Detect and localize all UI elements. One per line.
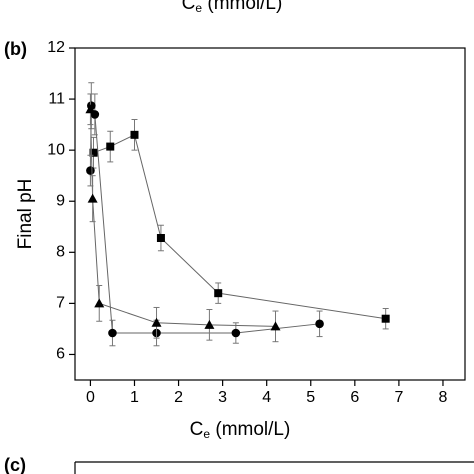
x-tick-label: 0: [86, 389, 95, 406]
point: [87, 193, 98, 203]
label-sub: e: [203, 427, 210, 441]
cropped-x-label: Ce (mmol/L): [182, 0, 283, 15]
label-sub: e: [195, 1, 202, 15]
plot-frame: [74, 47, 466, 381]
point: [108, 328, 117, 338]
y-tick-label: 12: [47, 39, 65, 56]
y-axis-label: Final pH: [15, 179, 36, 250]
point: [156, 234, 165, 243]
point: [204, 319, 215, 329]
x-tick-label: 8: [439, 389, 448, 406]
point: [231, 328, 241, 338]
point: [86, 166, 95, 175]
series-line: [89, 109, 276, 327]
point: [85, 104, 96, 114]
series-line: [93, 134, 386, 320]
label-part: (mmol/L): [202, 0, 282, 14]
x-tick-label: 1: [130, 389, 139, 406]
x-tick-label: 3: [218, 389, 227, 406]
point: [270, 321, 281, 331]
label-part: C: [182, 0, 196, 14]
point: [315, 319, 324, 329]
point: [151, 317, 162, 327]
point: [94, 298, 105, 308]
x-tick-label: 5: [306, 389, 315, 406]
y-tick-label: 11: [48, 90, 65, 107]
point: [381, 314, 390, 323]
x-tick-label: 6: [350, 389, 359, 406]
x-tick-label: 4: [262, 389, 271, 406]
label-part: C: [190, 419, 204, 440]
point: [130, 130, 139, 139]
point: [89, 148, 98, 157]
panel-label: (c): [4, 455, 26, 474]
panel-label: (b): [4, 39, 27, 59]
point: [214, 289, 223, 298]
y-tick-label: 6: [56, 346, 65, 363]
y-tick-label: 10: [47, 141, 65, 158]
point: [106, 142, 115, 151]
x-axis-label: Ce (mmol/L): [190, 419, 291, 441]
label-part: (mmol/L): [210, 419, 290, 440]
y-tick-label: 9: [56, 192, 65, 209]
x-tick-label: 2: [174, 389, 183, 406]
y-tick-label: 7: [56, 295, 65, 312]
y-tick-label: 8: [56, 244, 65, 261]
x-tick-label: 7: [394, 389, 403, 406]
